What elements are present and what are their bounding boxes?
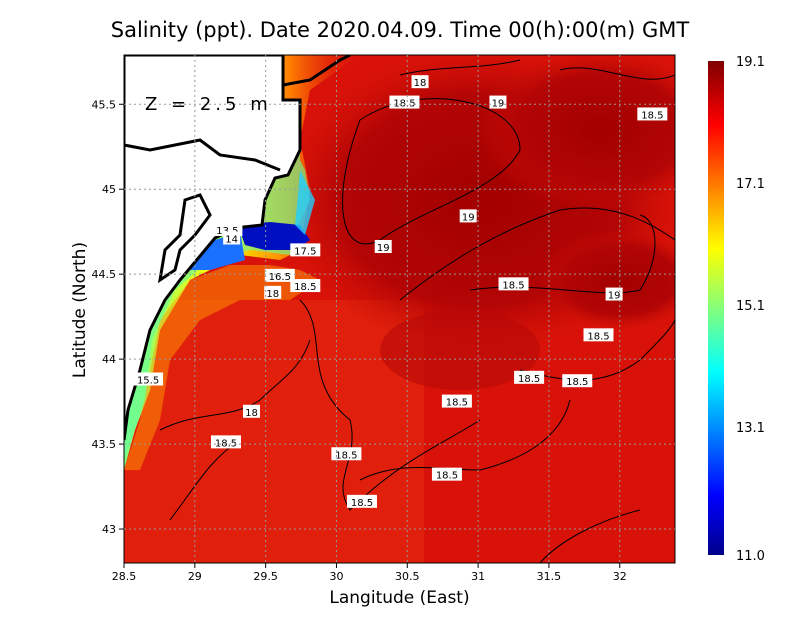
- contour-label-bg: [562, 374, 593, 388]
- y-axis-label: Latitude (North): [70, 241, 90, 379]
- depth-label: Z = 2.5 m: [145, 94, 272, 115]
- contour-label: 19: [462, 212, 475, 223]
- contour-label: 18.5: [446, 398, 468, 409]
- contour-label-bg: [133, 372, 164, 386]
- contour-label-bg: [264, 285, 282, 299]
- colorbar-tick-label: 11.0: [736, 549, 765, 564]
- grid-lines: [124, 55, 675, 563]
- contour-label: 16.5: [269, 272, 291, 283]
- contour-label: 18.5: [335, 450, 357, 461]
- y-tick-label: 45: [102, 183, 116, 196]
- contour-label: 18.5: [436, 471, 458, 482]
- contour-label: 15.5: [137, 376, 159, 387]
- contour-label: 18: [266, 289, 279, 300]
- contour-label-bg: [290, 243, 321, 257]
- x-tick-label: 29.5: [253, 570, 278, 583]
- salinity-field: 18 18.5 19 18.5 19 19 17.5 16.5 18 18.5 18.5 19 18.5…: [124, 55, 675, 563]
- contour-label-bg: [290, 279, 321, 293]
- contour-label: 19: [492, 99, 505, 110]
- contour-label-bg: [389, 95, 420, 109]
- contour-label: 18.5: [641, 110, 663, 121]
- contour-label-bg: [489, 95, 507, 109]
- contour-label-bg: [242, 404, 260, 418]
- contour-label: 18: [414, 78, 427, 89]
- contour-label: 18.5: [518, 374, 540, 385]
- x-axis-label: Langitude (East): [329, 588, 470, 608]
- contour-label: 19: [608, 291, 621, 302]
- x-tick-label: 31: [471, 570, 485, 583]
- x-tick-label: 32: [613, 570, 627, 583]
- y-tick-label: 44.5: [92, 268, 117, 281]
- contour-label-bg: [459, 209, 477, 223]
- x-axis: 28.5 29 29.5 30 30.5 31 31.5 32: [112, 563, 627, 583]
- colorbar-ticks: 19.1 17.1 15.1 13.1 11.0: [736, 55, 765, 564]
- contour-label: 17.5: [294, 246, 316, 257]
- y-tick-label: 43: [102, 523, 116, 536]
- contour-label: 18.5: [502, 280, 524, 291]
- figure-title: Salinity (ppt). Date 2020.04.09. Time 00…: [110, 18, 690, 42]
- plot-frame: [123, 54, 676, 564]
- contour-label: 14: [225, 234, 238, 245]
- colorbar-tick-label: 19.1: [736, 55, 765, 70]
- contour-lines: [159, 59, 675, 563]
- x-tick-label: 29: [188, 570, 202, 583]
- x-tick-label: 28.5: [112, 570, 137, 583]
- contour-label-bg: [374, 239, 392, 253]
- x-tick-label: 30: [329, 570, 343, 583]
- contour-label: 19: [377, 243, 390, 254]
- contour-label-bg: [223, 231, 241, 245]
- colorbar-tick-label: 15.1: [736, 299, 765, 314]
- colorbar: [708, 61, 724, 555]
- contour-label-bg: [583, 328, 614, 342]
- colorbar-tick-label: 13.1: [736, 421, 765, 436]
- contour-label-bg: [431, 467, 462, 481]
- x-tick-label: 31.5: [537, 570, 562, 583]
- contour-label-bg: [264, 268, 295, 282]
- contour-label-bg: [331, 447, 362, 461]
- contour-label-bg: [346, 494, 377, 508]
- y-tick-label: 43.5: [92, 438, 117, 451]
- x-tick-label: 30.5: [395, 570, 420, 583]
- contour-label-bg: [498, 277, 529, 291]
- contour-label-bg: [411, 75, 429, 89]
- y-axis: 43 43.5 44 44.5 45 45.5: [92, 98, 124, 536]
- colorbar-tick-label: 17.1: [736, 177, 765, 192]
- contour-label-bg: [637, 107, 668, 121]
- contour-label: 18.5: [587, 331, 609, 342]
- contour-label-bg: [441, 394, 472, 408]
- contour-label-bg: [514, 370, 545, 384]
- contour-label: 18.5: [566, 377, 588, 388]
- y-tick-label: 44: [102, 353, 116, 366]
- contour-label: 18.5: [294, 282, 316, 293]
- contour-label: 18: [245, 408, 258, 419]
- contour-label-bg: [605, 287, 623, 301]
- y-tick-label: 45.5: [92, 98, 117, 111]
- contour-label: 18.5: [351, 498, 373, 509]
- contour-label-bg: [210, 435, 241, 449]
